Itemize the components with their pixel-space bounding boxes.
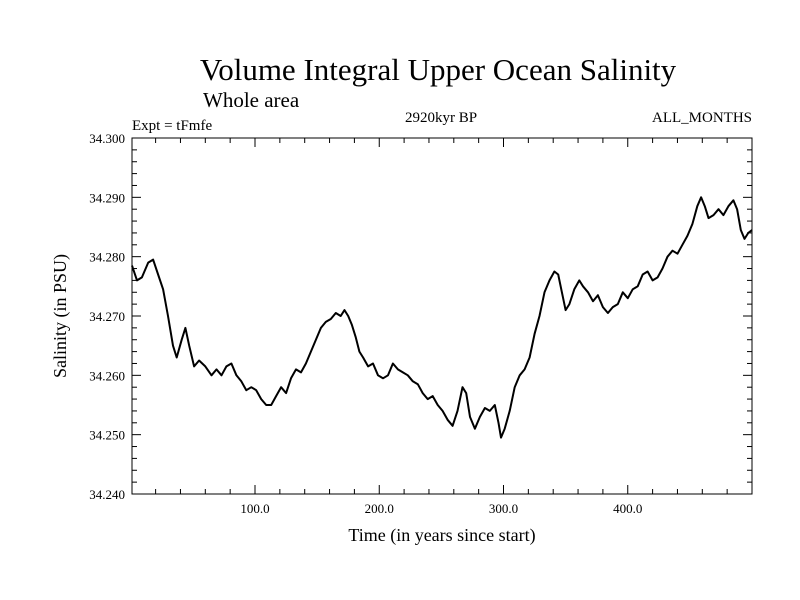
y-tick-label: 34.260: [89, 368, 125, 383]
axis-tick-labels: 34.240 34.250 34.260 34.270 34.280 34.290 34.3…: [89, 131, 642, 516]
x-tick-label: 400.0: [613, 501, 642, 516]
period-label: 2920kyr BP: [405, 110, 477, 126]
y-tick-label: 34.270: [89, 309, 125, 324]
y-tick-label: 34.240: [89, 487, 125, 502]
y-axis-label: Salinity (in PSU): [50, 254, 71, 378]
plot-frame: [131, 137, 753, 495]
y-tick-label: 34.250: [89, 428, 125, 443]
y-tick-label: 34.300: [89, 131, 125, 146]
chart-subtitle: Whole area: [203, 88, 300, 112]
experiment-label: Expt = tFmfe: [132, 118, 212, 134]
x-tick-label: 100.0: [240, 501, 269, 516]
months-label: ALL_MONTHS: [652, 110, 752, 126]
x-tick-label: 200.0: [365, 501, 394, 516]
x-axis-label: Time (in years since start): [348, 525, 535, 546]
axis-ticks: [132, 137, 752, 495]
chart-title: Volume Integral Upper Ocean Salinity: [200, 52, 677, 87]
y-tick-label: 34.280: [89, 250, 125, 265]
y-tick-label: 34.290: [89, 190, 125, 205]
x-tick-label: 300.0: [489, 501, 518, 516]
series-line: [131, 196, 753, 439]
